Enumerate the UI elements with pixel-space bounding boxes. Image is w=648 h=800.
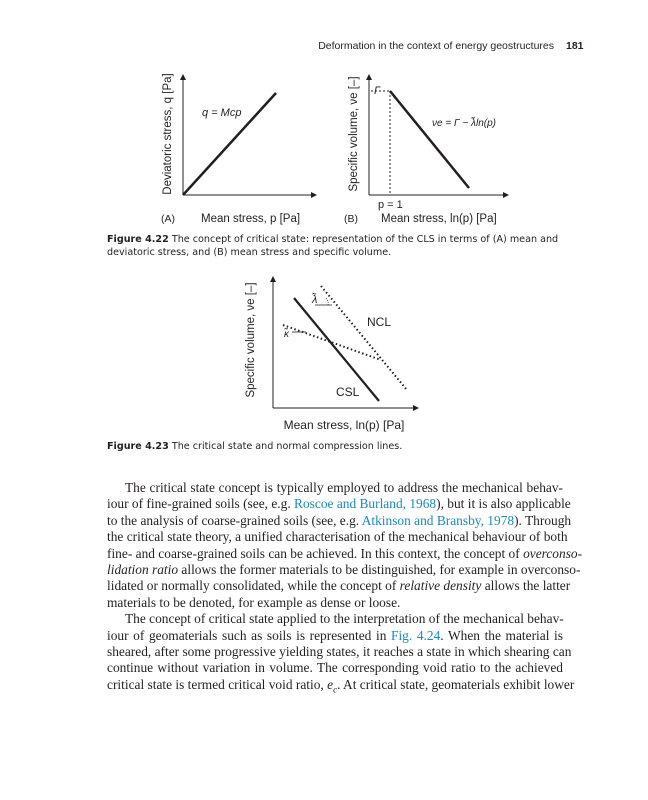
figure-4-23: λ̃ κ̃ NCL CSL Specific volume, νe [–] Me… (245, 276, 419, 432)
figure-4-22-caption: Figure 4.22 The concept of critical stat… (107, 233, 567, 259)
text-segment: allows the former materials to be distin… (178, 561, 581, 577)
text-line: iour of geomaterials such as soils is re… (107, 628, 563, 644)
text-line: lidation ratio allows the former materia… (107, 561, 580, 578)
x-axis-label: Mean stress, ln(p) [Pa] (284, 418, 405, 432)
critical-state-line (293, 297, 380, 402)
text-line: iour of fine-grained soils (see, e.g. Ro… (107, 496, 571, 512)
caption-text: The concept of critical state: represent… (107, 234, 559, 258)
critical-state-line (389, 90, 470, 189)
text-line: continue without variation in volume. Th… (107, 660, 563, 676)
text-segment: continue without variation in volume. Th… (107, 660, 563, 676)
kappa-label: κ̃ (284, 327, 290, 340)
x-axis-label: Mean stress, ln(p) [Pa] (381, 213, 497, 225)
caption-text: The critical state and normal compressio… (171, 441, 403, 452)
text-segment: critical state is termed critical void r… (107, 676, 328, 692)
y-axis-label: Specific volume, νe [–] (245, 282, 257, 397)
text-line: lidated or normally consolidated, while … (107, 578, 570, 594)
text-line: The critical state concept is typically … (107, 480, 563, 496)
text-segment: ), but it is also applicable (436, 496, 571, 512)
caption-number: Figure 4.22 (107, 234, 169, 245)
equation: νe = Γ − λ̃ln(p) (432, 116, 496, 129)
text-line: fine- and coarse-grained soils can be ac… (107, 545, 582, 562)
x-axis-label: Mean stress, p [Pa] (201, 213, 300, 225)
text-segment: iour of fine-grained soils (see, e.g. (107, 496, 295, 512)
text-segment: overconso- (523, 545, 583, 561)
text-segment: the critical state theory, a unified cha… (107, 529, 568, 545)
text-segment: . When the material is (440, 627, 563, 643)
running-title: Deformation in the context of energy geo… (318, 40, 554, 52)
lambda-label: λ̃ (311, 293, 317, 306)
panel-label: (B) (344, 213, 358, 225)
swelling-line (282, 324, 382, 361)
critical-state-line (182, 92, 277, 196)
figure-4-22: Deviatoric stress, q [Pa] q = Mcp (A) Me… (161, 73, 509, 225)
text-segment: relative density (399, 578, 482, 594)
text-segment: lidation ratio (107, 561, 179, 577)
csl-label: CSL (336, 385, 360, 399)
panel-a: Deviatoric stress, q [Pa] q = Mcp (A) Me… (161, 73, 317, 225)
text-line: sheared, after some progressive yielding… (107, 644, 571, 660)
caption-number: Figure 4.23 (107, 441, 169, 452)
text-segment: iour of geomaterials such as soils is re… (107, 627, 391, 643)
gamma-label: Γ (374, 85, 381, 97)
equation: q = Mcp (202, 107, 241, 119)
text-line: critical state is termed critical void r… (107, 676, 574, 695)
citation-link[interactable]: Atkinson and Bransby, 1978 (361, 512, 515, 528)
text-segment: . At critical state, geomaterials exhibi… (337, 676, 575, 692)
y-axis-label: Specific volume, νe [–] (348, 76, 360, 191)
ncl-label: NCL (367, 315, 391, 329)
text-segment: materials to be denoted, for example as … (107, 594, 401, 610)
panel-b: Specific volume, νe [–] Γ νe = Γ − λ̃ln(… (344, 74, 509, 225)
text-segment: The critical state concept is typically … (125, 480, 563, 495)
text-segment: The concept of critical state applied to… (125, 611, 564, 627)
normal-compression-line (320, 285, 408, 391)
panel-label: (A) (161, 213, 175, 225)
citation-link[interactable]: Roscoe and Burland, 1968 (294, 496, 437, 512)
text-line: The concept of critical state applied to… (107, 611, 564, 627)
y-axis-label: Deviatoric stress, q [Pa] (162, 73, 174, 194)
text-segment: to the analysis of coarse-grained soils … (107, 512, 362, 528)
text-line: to the analysis of coarse-grained soils … (107, 512, 571, 529)
page-number: 181 (566, 40, 584, 52)
text-segment: ). Through (514, 512, 572, 528)
paragraph: The critical state concept is typically … (107, 480, 582, 611)
text-segment: allows the latter (481, 578, 571, 594)
body-text: The critical state concept is typically … (107, 480, 582, 695)
p1-label: p = 1 (378, 199, 403, 211)
text-line: materials to be denoted, for example as … (107, 595, 563, 611)
citation-link[interactable]: Fig. 4.24 (391, 627, 441, 643)
text-segment: e (327, 676, 334, 692)
paragraph: The concept of critical state applied to… (107, 611, 574, 695)
text-segment: lidated or normally consolidated, while … (107, 578, 400, 594)
lambda-slope-arc (325, 297, 329, 306)
figure-4-23-caption: Figure 4.23 The critical state and norma… (107, 440, 567, 453)
text-segment: sheared, after some progressive yielding… (107, 643, 572, 659)
text-segment: c (333, 684, 338, 695)
text-line: the critical state theory, a unified cha… (107, 529, 568, 545)
text-segment: fine- and coarse-grained soils can be ac… (107, 545, 524, 561)
